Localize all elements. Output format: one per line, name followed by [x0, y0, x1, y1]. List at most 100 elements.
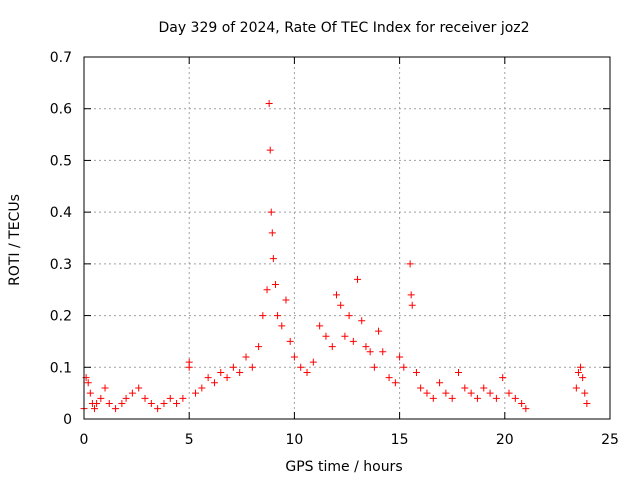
data-point: [480, 384, 488, 392]
data-point: [242, 353, 250, 361]
data-point: [407, 291, 415, 299]
data-point: [112, 405, 120, 413]
data-point: [269, 255, 277, 263]
data-point: [248, 363, 256, 371]
data-point: [473, 394, 481, 402]
data-point: [166, 394, 174, 402]
data-point: [259, 312, 267, 320]
data-point: [370, 363, 378, 371]
data-point: [265, 100, 273, 108]
data-point: [461, 384, 469, 392]
data-point: [147, 399, 155, 407]
data-point: [505, 389, 513, 397]
data-point: [486, 389, 494, 397]
data-point: [442, 389, 450, 397]
data-point: [362, 343, 370, 351]
data-point: [417, 384, 425, 392]
x-tick-label: 10: [285, 432, 303, 448]
y-tick-label: 0.7: [50, 50, 72, 66]
data-point: [358, 317, 366, 325]
data-point: [198, 384, 206, 392]
data-point: [574, 368, 582, 376]
x-axis-label: GPS time / hours: [285, 459, 402, 475]
y-tick-label: 0.1: [50, 360, 72, 376]
data-point: [518, 399, 526, 407]
data-point: [266, 146, 274, 154]
data-point: [271, 281, 279, 289]
data-point: [400, 363, 408, 371]
y-tick-label: 0.3: [50, 257, 72, 273]
data-point: [154, 405, 162, 413]
plot-frame: [83, 56, 611, 420]
data-point: [581, 389, 589, 397]
data-point: [406, 260, 414, 268]
y-tick-labels: 0 0.1 0.2 0.3 0.4 0.5 0.6 0.7: [50, 50, 72, 428]
data-point: [210, 379, 218, 387]
data-point: [379, 348, 387, 356]
data-point: [322, 332, 330, 340]
data-point: [436, 379, 444, 387]
data-point: [467, 389, 475, 397]
data-point: [412, 368, 420, 376]
y-tick-label: 0: [63, 412, 72, 428]
data-point: [579, 374, 587, 382]
data-point: [282, 296, 290, 304]
data-point: [179, 394, 187, 402]
data-point: [236, 368, 244, 376]
y-axis-label: ROTI / TECUs: [7, 194, 23, 286]
data-point: [267, 208, 275, 216]
data-point: [141, 394, 149, 402]
data-point: [217, 368, 225, 376]
data-point: [316, 322, 324, 330]
data-point: [263, 286, 271, 294]
data-point: [391, 379, 399, 387]
x-tick-label: 0: [80, 432, 89, 448]
data-point: [328, 343, 336, 351]
data-point: [122, 394, 130, 402]
y-tick-label: 0.6: [50, 102, 72, 118]
data-point: [522, 405, 530, 413]
data-point: [255, 343, 263, 351]
data-point: [354, 275, 362, 283]
grid-lines: [84, 57, 610, 419]
chart-title: Day 329 of 2024, Rate Of TEC Index for r…: [158, 20, 529, 36]
y-tick-label: 0.2: [50, 309, 72, 325]
data-point: [97, 394, 105, 402]
data-point: [583, 399, 591, 407]
data-point: [101, 384, 109, 392]
data-point: [385, 374, 393, 382]
data-point: [429, 394, 437, 402]
data-point: [297, 363, 305, 371]
data-point: [229, 363, 237, 371]
data-point: [135, 384, 143, 392]
data-point: [223, 374, 231, 382]
data-point: [309, 358, 317, 366]
data-point: [423, 389, 431, 397]
data-point: [93, 399, 101, 407]
data-point: [455, 368, 463, 376]
data-point: [290, 353, 298, 361]
data-point: [160, 399, 168, 407]
data-point: [204, 374, 212, 382]
data-point: [337, 301, 345, 309]
x-tick-label: 15: [391, 432, 409, 448]
data-point: [396, 353, 404, 361]
data-point: [303, 368, 311, 376]
data-point: [105, 399, 113, 407]
data-point: [128, 389, 136, 397]
x-tick-label: 5: [185, 432, 194, 448]
data-point: [84, 379, 92, 387]
data-points: [80, 100, 591, 413]
y-tick-label: 0.4: [50, 205, 72, 221]
data-point: [511, 394, 519, 402]
data-point: [366, 348, 374, 356]
x-tick-label: 20: [496, 432, 514, 448]
data-point: [408, 301, 416, 309]
x-tick-labels: 0 5 10 15 20 25: [80, 432, 619, 448]
data-point: [278, 322, 286, 330]
data-point: [345, 312, 353, 320]
data-point: [572, 384, 580, 392]
data-point: [86, 389, 94, 397]
data-point: [268, 229, 276, 237]
